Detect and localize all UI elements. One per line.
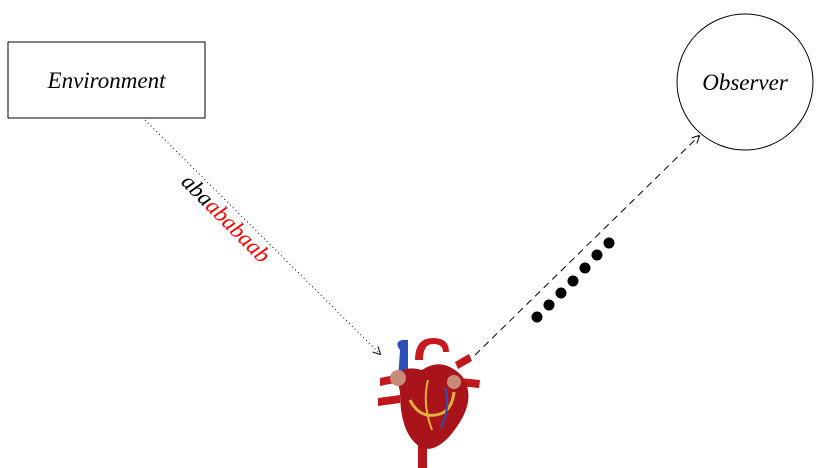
sequence-label: abaababaab — [176, 169, 275, 268]
diagram: Environment Observer abaababaab — [0, 0, 819, 468]
heart-image — [378, 338, 480, 468]
output-arrow — [475, 136, 699, 355]
environment-label: Environment — [47, 68, 167, 93]
observer-label: Observer — [702, 70, 789, 95]
sequence-highlight: ababaab — [201, 193, 276, 268]
output-dots — [532, 238, 615, 323]
